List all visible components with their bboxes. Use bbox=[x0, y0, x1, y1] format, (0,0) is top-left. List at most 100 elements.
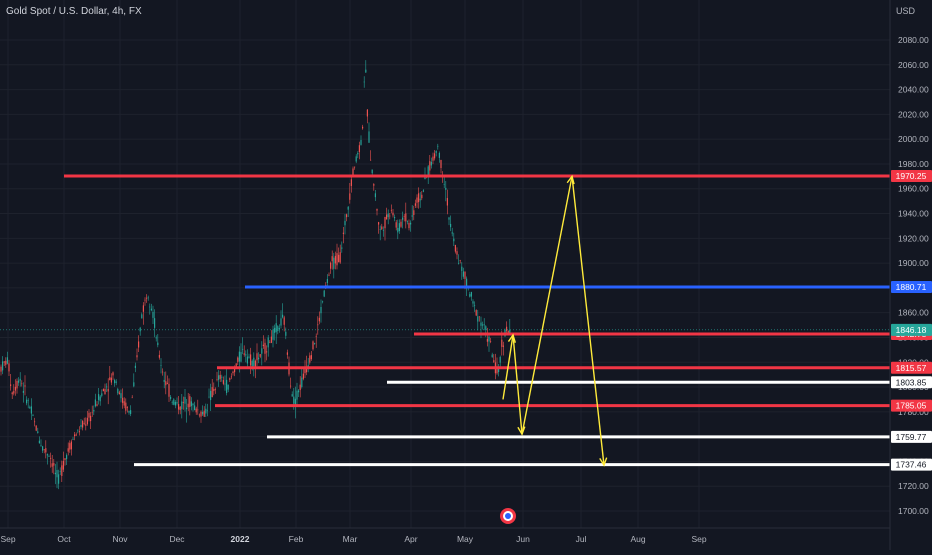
candle-body bbox=[498, 367, 500, 373]
level-price-label-bg bbox=[891, 361, 932, 374]
candle-body bbox=[480, 322, 482, 326]
candle-body bbox=[275, 323, 277, 333]
candle-body bbox=[501, 339, 503, 347]
projection-arrow[interactable] bbox=[521, 176, 573, 435]
candle-body bbox=[499, 357, 501, 363]
candle-body bbox=[264, 342, 266, 354]
currency-label: USD bbox=[896, 6, 916, 16]
projection-arrow[interactable] bbox=[512, 334, 523, 435]
candle-body bbox=[70, 441, 72, 450]
projection-arrow[interactable] bbox=[502, 334, 514, 400]
time-axis[interactable]: Sep Oct Nov Dec 2022 Feb Mar Apr May Jun Jul Aug Sep bbox=[0, 534, 706, 544]
candle-body bbox=[35, 425, 37, 431]
candle-body bbox=[114, 380, 116, 384]
y-tick-label: 2060.00 bbox=[898, 60, 929, 70]
candle-body bbox=[296, 390, 298, 400]
candle-body bbox=[221, 376, 223, 378]
candle-body bbox=[502, 345, 504, 347]
candle-body bbox=[266, 351, 268, 353]
candle-body bbox=[179, 406, 181, 411]
candle-body bbox=[509, 329, 511, 333]
x-tick-label: Sep bbox=[0, 534, 15, 544]
flag-icon[interactable] bbox=[500, 508, 516, 524]
candle-body bbox=[320, 307, 322, 314]
candle-body bbox=[98, 394, 100, 400]
candle-body bbox=[8, 363, 10, 372]
candle-body bbox=[267, 337, 269, 348]
candle-body bbox=[341, 247, 343, 249]
candle-body bbox=[171, 401, 173, 403]
candle-body bbox=[125, 402, 127, 411]
candle-body bbox=[80, 424, 82, 427]
candle-body bbox=[437, 145, 439, 147]
candle-body bbox=[206, 410, 208, 412]
candle-body bbox=[434, 153, 436, 159]
chart-title: Gold Spot / U.S. Dollar, 4h, FX bbox=[6, 6, 142, 17]
candle-body bbox=[373, 184, 375, 186]
candle-body bbox=[486, 338, 488, 342]
candle-body bbox=[413, 210, 415, 215]
level-price-label-bg bbox=[891, 376, 932, 389]
level-price-label-bg bbox=[891, 281, 932, 294]
arrow-layer bbox=[502, 174, 608, 467]
level-price-label-bg bbox=[891, 399, 932, 412]
candle-body bbox=[272, 329, 274, 340]
candle-body bbox=[13, 391, 15, 394]
candle-body bbox=[270, 336, 272, 343]
candle-body bbox=[146, 297, 148, 299]
candle-body bbox=[24, 385, 26, 387]
candle-body bbox=[405, 213, 407, 222]
level-price-label-bg bbox=[891, 430, 932, 443]
candle-body bbox=[61, 465, 63, 477]
candle-body bbox=[454, 244, 456, 252]
candle-body bbox=[350, 179, 352, 186]
y-tick-label: 1780.00 bbox=[898, 407, 929, 417]
candle-body bbox=[18, 380, 20, 383]
candle-body bbox=[421, 194, 423, 199]
candle-body bbox=[406, 221, 408, 223]
candle-body bbox=[256, 353, 258, 361]
candle-body bbox=[322, 301, 324, 303]
candle-body bbox=[229, 378, 231, 380]
candle-body bbox=[106, 386, 108, 388]
candle-body bbox=[414, 203, 416, 206]
projection-arrow[interactable] bbox=[571, 176, 605, 466]
grid-layer bbox=[0, 0, 890, 528]
candle-body bbox=[445, 187, 447, 190]
candle-body bbox=[45, 448, 47, 453]
candle-body bbox=[134, 365, 136, 368]
candle-body bbox=[262, 344, 264, 347]
candle-body bbox=[245, 354, 247, 356]
candle-body bbox=[14, 386, 16, 391]
candle-body bbox=[269, 342, 271, 344]
y-tick-label: 1940.00 bbox=[898, 209, 929, 219]
candle-body bbox=[299, 384, 301, 391]
candle-body bbox=[2, 361, 4, 371]
candle-body bbox=[118, 392, 120, 395]
candle-body bbox=[302, 373, 304, 379]
candle-body bbox=[123, 401, 125, 406]
level-layer bbox=[0, 174, 890, 467]
candle-body bbox=[78, 431, 80, 433]
y-tick-label: 2020.00 bbox=[898, 109, 929, 119]
candle-body bbox=[205, 408, 207, 414]
candle-body bbox=[122, 397, 124, 403]
candle-body bbox=[291, 394, 293, 397]
candle-body bbox=[227, 384, 229, 390]
candle-body bbox=[22, 390, 24, 393]
y-tick-label: 1920.00 bbox=[898, 233, 929, 243]
candle-body bbox=[210, 390, 212, 401]
candle-body bbox=[418, 193, 420, 203]
candle-body bbox=[117, 388, 119, 394]
candle-body bbox=[136, 355, 138, 358]
candle-body bbox=[469, 294, 471, 297]
candle-body bbox=[507, 330, 509, 333]
candle-body bbox=[490, 341, 492, 342]
y-tick-label: 1980.00 bbox=[898, 159, 929, 169]
candle-body bbox=[186, 407, 188, 410]
candle-body bbox=[386, 214, 388, 220]
candle-body bbox=[131, 397, 133, 399]
y-tick-label: 2080.00 bbox=[898, 35, 929, 45]
